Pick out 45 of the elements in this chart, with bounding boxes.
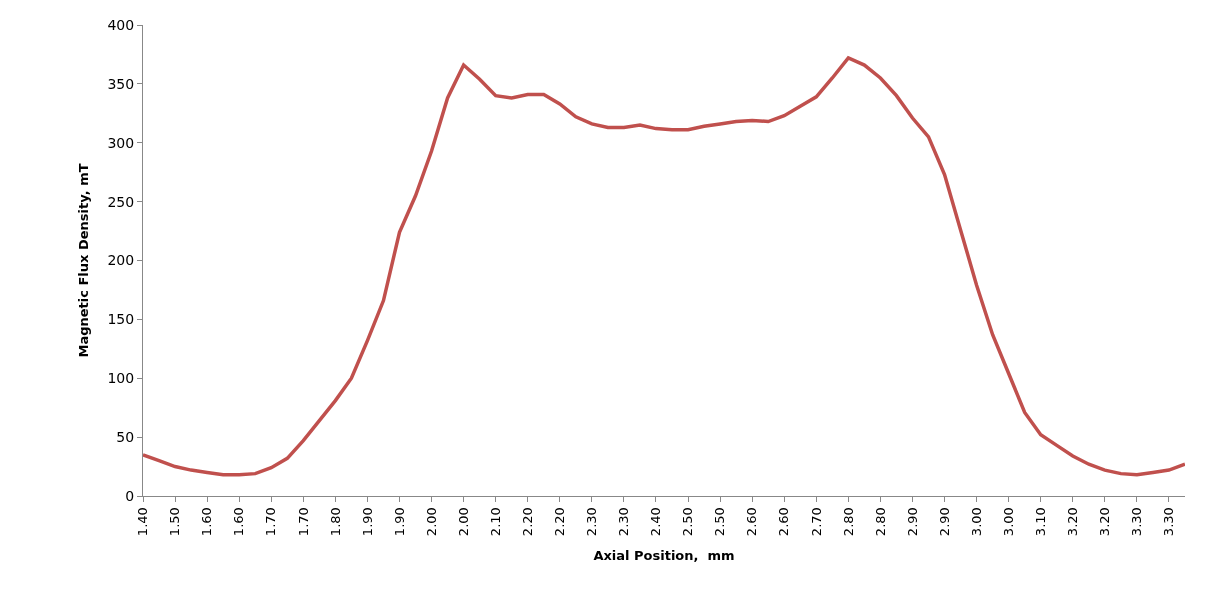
x-tick-label: 3.30	[1161, 507, 1177, 537]
x-tick-label: 3.20	[1097, 507, 1113, 537]
y-tick-label: 350	[107, 75, 135, 92]
x-tick-label: 2.20	[552, 507, 568, 537]
x-tick-label: 1.80	[327, 507, 343, 537]
x-tick-label: 1.60	[199, 507, 215, 537]
x-tick-label: 2.00	[455, 507, 471, 537]
x-tick-label: 2.80	[872, 507, 888, 537]
x-tick-label: 1.70	[263, 507, 279, 537]
x-tick-label: 3.10	[1032, 507, 1048, 537]
x-tick-label: 2.40	[648, 507, 664, 537]
x-tick-label: 1.40	[135, 507, 151, 537]
x-tick-label: 2.50	[712, 507, 728, 537]
y-tick-label: 50	[116, 429, 135, 446]
x-tick-label: 2.80	[840, 507, 856, 537]
x-tick-label: 2.70	[808, 507, 824, 537]
x-tick-label: 2.90	[936, 507, 952, 537]
y-axis-title: Magnetic Flux Density, mT	[76, 163, 92, 358]
y-tick-label: 150	[107, 311, 135, 328]
y-tick-label: 400	[107, 16, 135, 33]
x-tick-label: 2.20	[519, 507, 535, 537]
x-tick-label: 2.30	[584, 507, 600, 537]
x-tick-label: 3.00	[1000, 507, 1016, 537]
x-tick-label: 1.60	[231, 507, 247, 537]
x-tick-label: 2.90	[904, 507, 920, 537]
x-tick-label: 1.50	[167, 507, 183, 537]
x-tick-label: 2.30	[616, 507, 632, 537]
x-tick-label: 1.90	[359, 507, 375, 537]
line-series	[143, 56, 1185, 477]
y-tick-label: 100	[107, 370, 135, 387]
x-tick-label: 2.50	[680, 507, 696, 537]
x-tick-label: 3.00	[968, 507, 984, 537]
x-tick-label: 2.60	[744, 507, 760, 537]
x-axis-title: Axial Position, mm	[593, 547, 735, 563]
x-tick-label: 2.60	[776, 507, 792, 537]
y-tick-label: 0	[125, 487, 135, 504]
x-tick-label: 3.30	[1129, 507, 1145, 537]
y-tick-label: 300	[107, 134, 135, 151]
x-tick-label: 2.10	[487, 507, 503, 537]
y-tick-label: 200	[107, 252, 135, 269]
x-tick-label: 1.70	[295, 507, 311, 537]
x-tick-label: 3.20	[1065, 507, 1081, 537]
x-tick-label: 2.00	[423, 507, 439, 537]
y-tick-label: 250	[107, 193, 135, 210]
x-tick-label: 1.90	[391, 507, 407, 537]
